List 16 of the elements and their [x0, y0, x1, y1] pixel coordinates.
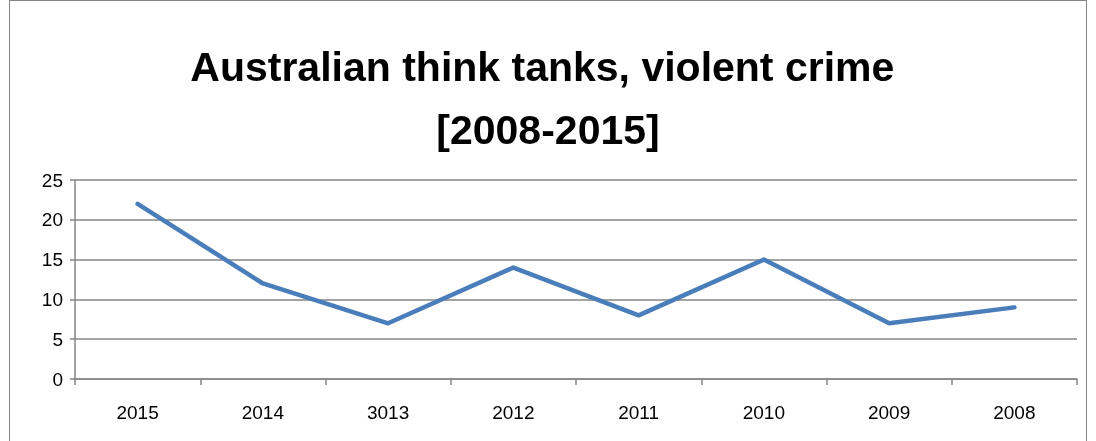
x-tick-label: 2008	[993, 402, 1036, 423]
y-tick-label: 25	[41, 169, 63, 191]
x-tick-label: 3013	[366, 402, 410, 423]
y-tick-label: 15	[41, 249, 63, 271]
x-tick-label: 2012	[492, 402, 535, 423]
y-tick-label: 0	[52, 368, 63, 390]
y-tick-label: 5	[52, 328, 63, 350]
x-tick-label: 2010	[742, 402, 786, 423]
x-tick-label: 2009	[867, 402, 911, 423]
line-series	[135, 201, 1017, 326]
y-tick-label: 20	[41, 209, 63, 231]
y-tick-label: 10	[41, 288, 63, 310]
x-tick-label: 2014	[241, 402, 285, 423]
chart-title: Australian think tanks, violent crime [2008-2015]	[190, 43, 906, 153]
x-tick-label: 2011	[618, 402, 660, 423]
x-tick-label: 2015	[116, 402, 159, 423]
